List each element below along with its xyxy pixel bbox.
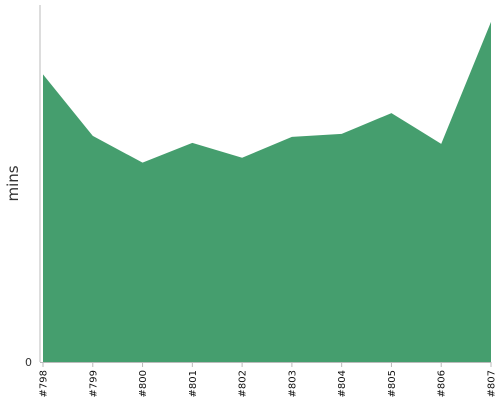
y-axis-label: mins bbox=[4, 165, 22, 201]
y-ticks: 0 bbox=[25, 356, 32, 369]
x-tick-label: #804 bbox=[337, 370, 348, 397]
x-tick-label: #799 bbox=[88, 370, 99, 397]
x-ticks: #798 #799 #800 #801 #802 #803 #804 #805 #806 #807 bbox=[39, 362, 498, 397]
y-tick-label: 0 bbox=[25, 356, 32, 369]
x-tick-label: #806 bbox=[437, 370, 448, 397]
x-tick-label: #802 bbox=[238, 370, 249, 397]
x-tick-label: #801 bbox=[188, 370, 199, 397]
x-tick-label: #800 bbox=[138, 370, 149, 397]
x-tick-label: #798 bbox=[39, 370, 50, 397]
plot-area bbox=[43, 21, 491, 363]
area-series-0 bbox=[43, 21, 491, 363]
axes bbox=[39, 5, 491, 363]
x-tick-label: #803 bbox=[287, 370, 298, 397]
x-tick-label: #807 bbox=[487, 370, 498, 397]
x-tick-label: #805 bbox=[387, 370, 398, 397]
